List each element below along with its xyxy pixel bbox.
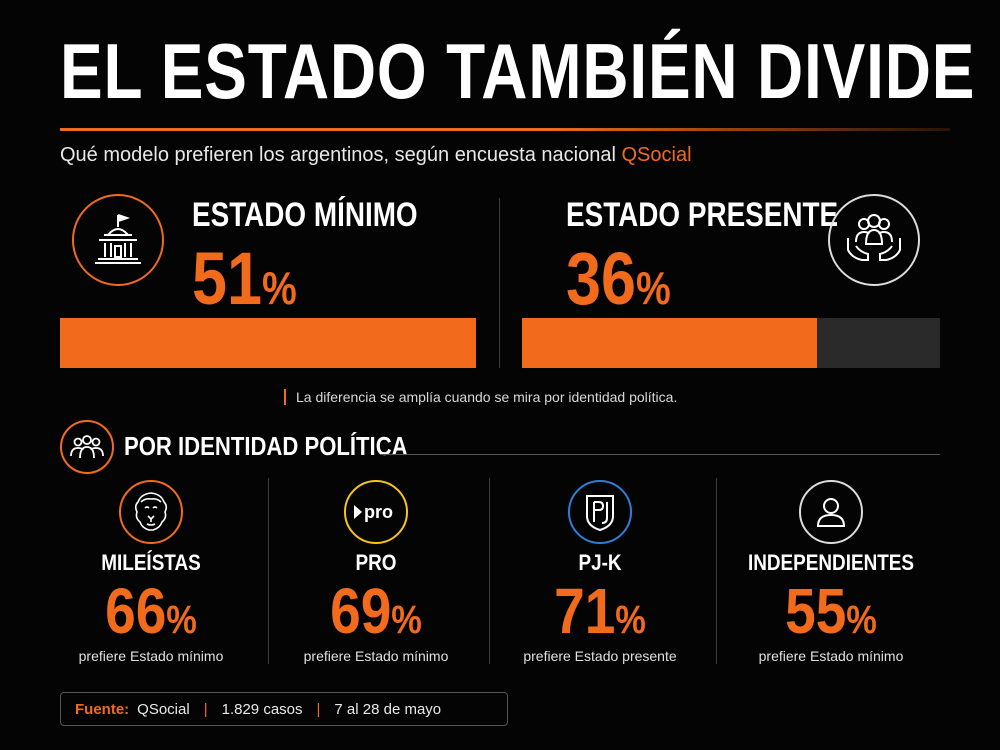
pjk-number: 71 bbox=[554, 575, 616, 647]
estado-minimo-bar-track bbox=[60, 318, 476, 368]
pro-caption: prefiere Estado mínimo bbox=[303, 648, 449, 664]
lion-icon bbox=[119, 480, 183, 544]
page-title: EL ESTADO TAMBIÉN DIVIDE bbox=[60, 27, 976, 115]
pj-shield-icon bbox=[568, 480, 632, 544]
estado-presente-bar-track bbox=[522, 318, 940, 368]
svg-text:pro: pro bbox=[364, 502, 393, 522]
column-mileistas: MILEÍSTAS 66% prefiere Estado mínimo bbox=[38, 476, 264, 666]
section-title: POR IDENTIDAD POLÍTICA bbox=[124, 431, 408, 461]
column-independientes: INDEPENDIENTES 55% prefiere Estado mínim… bbox=[718, 476, 944, 666]
pro-label: PRO bbox=[355, 550, 397, 575]
footer-separator: | bbox=[203, 700, 208, 718]
independientes-value: 55% bbox=[734, 576, 928, 655]
column-pro: pro PRO 69% prefiere Estado mínimo bbox=[263, 476, 489, 666]
subtitle: Qué modelo prefieren los argentinos, seg… bbox=[60, 144, 692, 167]
percent-sign: % bbox=[635, 262, 671, 314]
estado-presente-bar bbox=[522, 318, 818, 368]
source-name: QSocial bbox=[137, 700, 190, 718]
column-divider bbox=[716, 478, 717, 664]
pjk-value: 71% bbox=[503, 576, 697, 655]
mileistas-caption: prefiere Estado mínimo bbox=[78, 648, 224, 664]
mileistas-number: 66 bbox=[105, 575, 167, 647]
percent-sign: % bbox=[846, 598, 877, 642]
mileistas-value: 66% bbox=[54, 576, 248, 655]
percent-sign: % bbox=[615, 598, 646, 642]
estado-minimo-value: 51% bbox=[192, 236, 297, 321]
people-in-hands-icon bbox=[828, 194, 920, 286]
pro-logo-icon: pro bbox=[344, 480, 408, 544]
percent-sign: % bbox=[166, 598, 197, 642]
percent-sign: % bbox=[391, 598, 422, 642]
column-divider bbox=[268, 478, 269, 664]
percent-sign: % bbox=[261, 262, 297, 314]
pjk-label: PJ-K bbox=[578, 550, 622, 575]
footer-separator: | bbox=[316, 700, 321, 718]
independientes-number: 55 bbox=[785, 575, 847, 647]
subtitle-brand: QSocial bbox=[621, 144, 692, 166]
column-pjk: PJ-K 71% prefiere Estado presente bbox=[487, 476, 713, 666]
independientes-caption: prefiere Estado mínimo bbox=[758, 648, 904, 664]
source-cases: 1.829 casos bbox=[221, 700, 303, 718]
pjk-caption: prefiere Estado presente bbox=[523, 648, 677, 664]
center-divider bbox=[499, 198, 500, 368]
estado-presente-value: 36% bbox=[566, 236, 671, 321]
government-building-icon bbox=[72, 194, 164, 286]
note-text: La diferencia se amplía cuando se mira p… bbox=[284, 389, 677, 405]
column-divider bbox=[489, 478, 490, 664]
group-icon bbox=[60, 420, 114, 474]
source-label: Fuente: bbox=[75, 700, 130, 718]
pro-number: 69 bbox=[330, 575, 392, 647]
section-rule bbox=[380, 454, 940, 455]
estado-minimo-bar bbox=[60, 318, 476, 368]
person-icon bbox=[799, 480, 863, 544]
mileistas-label: MILEÍSTAS bbox=[101, 550, 201, 575]
estado-minimo-number: 51 bbox=[192, 237, 262, 320]
estado-presente-label: ESTADO PRESENTE bbox=[566, 196, 839, 234]
subtitle-text: Qué modelo prefieren los argentinos, seg… bbox=[60, 144, 616, 166]
source-footer: Fuente: QSocial | 1.829 casos | 7 al 28 … bbox=[60, 692, 508, 726]
independientes-label: INDEPENDIENTES bbox=[747, 550, 915, 575]
estado-minimo-label: ESTADO MÍNIMO bbox=[192, 196, 418, 234]
title-underline bbox=[60, 128, 950, 131]
source-dates: 7 al 28 de mayo bbox=[334, 700, 442, 718]
pro-value: 69% bbox=[279, 576, 473, 655]
estado-presente-number: 36 bbox=[566, 237, 636, 320]
